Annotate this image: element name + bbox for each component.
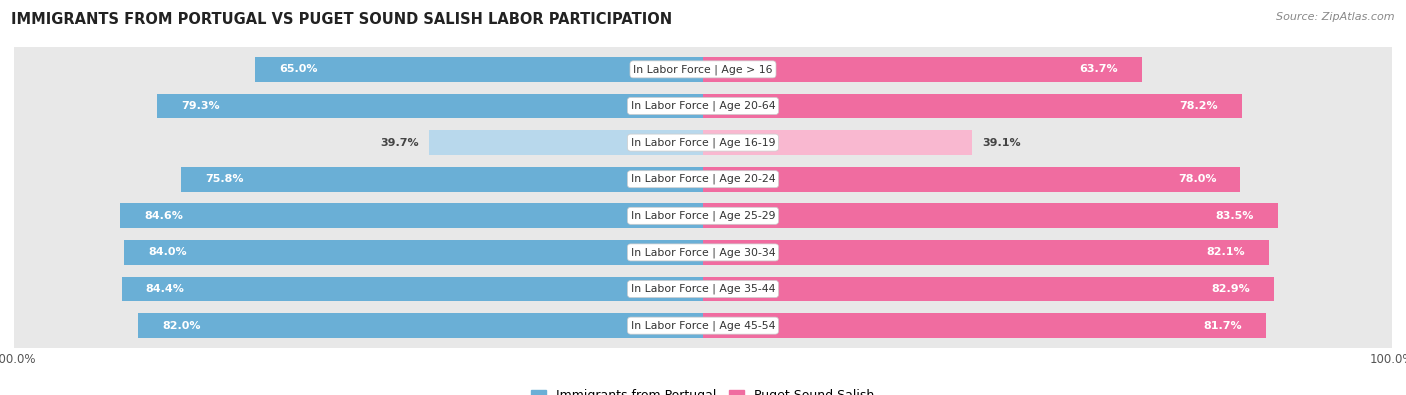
Text: In Labor Force | Age 45-54: In Labor Force | Age 45-54 [631,320,775,331]
Text: 82.0%: 82.0% [162,321,201,331]
Bar [703,167,1240,192]
Text: In Labor Force | Age 30-34: In Labor Force | Age 30-34 [631,247,775,258]
Text: IMMIGRANTS FROM PORTUGAL VS PUGET SOUND SALISH LABOR PARTICIPATION: IMMIGRANTS FROM PORTUGAL VS PUGET SOUND … [11,12,672,27]
Text: 65.0%: 65.0% [280,64,318,74]
Text: 79.3%: 79.3% [181,101,219,111]
Text: In Labor Force | Age 35-44: In Labor Force | Age 35-44 [631,284,775,294]
FancyBboxPatch shape [13,73,1393,139]
FancyBboxPatch shape [13,256,1393,322]
FancyBboxPatch shape [13,182,1393,249]
Text: 82.9%: 82.9% [1211,284,1250,294]
Text: 78.2%: 78.2% [1180,101,1218,111]
FancyBboxPatch shape [13,183,1393,249]
Text: In Labor Force | Age 25-29: In Labor Force | Age 25-29 [631,211,775,221]
FancyBboxPatch shape [13,146,1393,212]
Bar [124,240,703,265]
Text: 84.4%: 84.4% [146,284,184,294]
FancyBboxPatch shape [13,146,1393,213]
Bar [703,130,973,155]
Text: 84.6%: 84.6% [145,211,183,221]
Bar [138,313,703,338]
Text: 39.1%: 39.1% [983,137,1021,148]
FancyBboxPatch shape [13,110,1393,175]
FancyBboxPatch shape [13,256,1393,322]
Bar [156,94,703,118]
Bar [254,57,703,82]
Text: 83.5%: 83.5% [1216,211,1254,221]
Text: Source: ZipAtlas.com: Source: ZipAtlas.com [1277,12,1395,22]
Bar [703,57,1142,82]
Text: In Labor Force | Age > 16: In Labor Force | Age > 16 [633,64,773,75]
Bar [703,276,1274,301]
Text: 82.1%: 82.1% [1206,247,1244,258]
Bar [703,240,1268,265]
Text: In Labor Force | Age 16-19: In Labor Force | Age 16-19 [631,137,775,148]
Legend: Immigrants from Portugal, Puget Sound Salish: Immigrants from Portugal, Puget Sound Sa… [526,384,880,395]
Text: In Labor Force | Age 20-64: In Labor Force | Age 20-64 [631,101,775,111]
FancyBboxPatch shape [13,36,1393,102]
Text: 81.7%: 81.7% [1204,321,1241,331]
Bar [121,276,703,301]
Text: 84.0%: 84.0% [149,247,187,258]
FancyBboxPatch shape [13,219,1393,286]
FancyBboxPatch shape [13,220,1393,285]
Text: 63.7%: 63.7% [1080,64,1118,74]
FancyBboxPatch shape [13,36,1393,103]
Bar [703,203,1278,228]
Bar [181,167,703,192]
FancyBboxPatch shape [13,109,1393,176]
FancyBboxPatch shape [13,73,1393,139]
Bar [703,313,1265,338]
Text: 75.8%: 75.8% [205,174,243,184]
Text: 78.0%: 78.0% [1178,174,1216,184]
Bar [429,130,703,155]
Bar [120,203,703,228]
Text: In Labor Force | Age 20-24: In Labor Force | Age 20-24 [631,174,775,184]
FancyBboxPatch shape [13,293,1393,359]
Bar [703,94,1241,118]
FancyBboxPatch shape [13,292,1393,359]
Text: 39.7%: 39.7% [381,137,419,148]
